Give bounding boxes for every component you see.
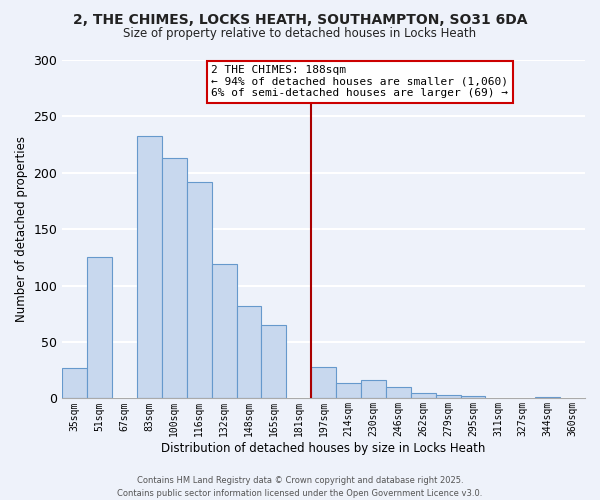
- Bar: [62, 368, 87, 398]
- Text: 2, THE CHIMES, LOCKS HEATH, SOUTHAMPTON, SO31 6DA: 2, THE CHIMES, LOCKS HEATH, SOUTHAMPTON,…: [73, 12, 527, 26]
- Bar: [87, 258, 112, 398]
- Bar: [137, 136, 162, 398]
- Bar: [212, 264, 236, 398]
- Text: Contains HM Land Registry data © Crown copyright and database right 2025.
Contai: Contains HM Land Registry data © Crown c…: [118, 476, 482, 498]
- Bar: [386, 387, 411, 398]
- Bar: [336, 382, 361, 398]
- Bar: [461, 396, 485, 398]
- Y-axis label: Number of detached properties: Number of detached properties: [15, 136, 28, 322]
- Bar: [411, 393, 436, 398]
- Bar: [187, 182, 212, 398]
- Bar: [311, 367, 336, 398]
- Text: 2 THE CHIMES: 188sqm
← 94% of detached houses are smaller (1,060)
6% of semi-det: 2 THE CHIMES: 188sqm ← 94% of detached h…: [211, 65, 508, 98]
- Bar: [162, 158, 187, 398]
- X-axis label: Distribution of detached houses by size in Locks Heath: Distribution of detached houses by size …: [161, 442, 486, 455]
- Bar: [436, 395, 461, 398]
- Bar: [236, 306, 262, 398]
- Bar: [262, 325, 286, 398]
- Bar: [361, 380, 386, 398]
- Text: Size of property relative to detached houses in Locks Heath: Size of property relative to detached ho…: [124, 28, 476, 40]
